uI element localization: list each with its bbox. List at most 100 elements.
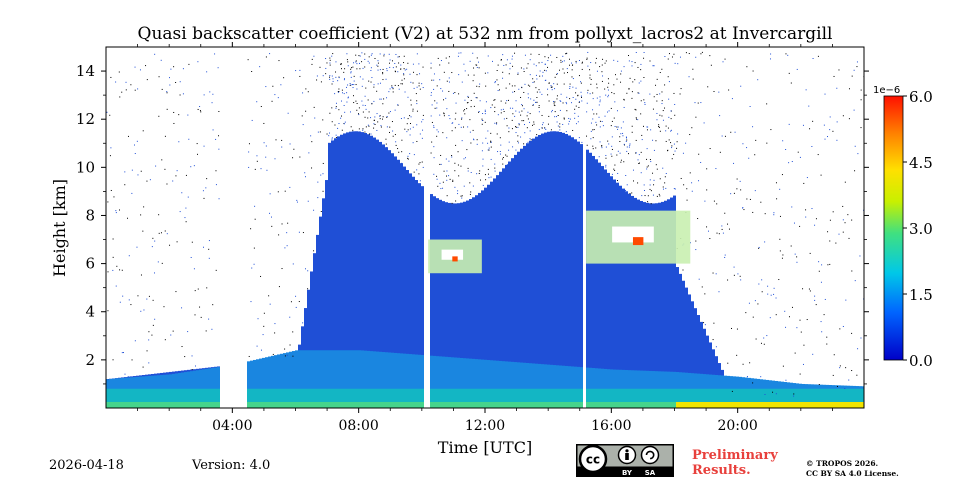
ground-return-column	[151, 401, 154, 408]
noise-speckle	[770, 53, 772, 55]
noise-speckle	[472, 80, 474, 82]
noise-speckle	[497, 64, 499, 66]
noise-speckle	[670, 129, 672, 131]
ground-return-column	[337, 401, 340, 408]
noise-speckle	[197, 108, 199, 110]
noise-speckle	[137, 88, 139, 90]
ground-return-column	[295, 401, 298, 408]
noise-speckle	[254, 168, 256, 170]
ground-return-column	[838, 401, 841, 408]
noise-speckle	[758, 246, 760, 248]
noise-speckle	[580, 82, 582, 84]
noise-speckle	[508, 127, 510, 129]
noise-speckle	[331, 137, 333, 139]
noise-speckle	[472, 138, 474, 140]
noise-speckle	[331, 55, 333, 57]
noise-speckle	[188, 63, 190, 65]
noise-speckle	[370, 67, 372, 69]
noise-speckle	[569, 98, 571, 100]
noise-speckle	[338, 123, 340, 125]
noise-speckle	[571, 64, 573, 66]
noise-speckle	[821, 264, 823, 266]
noise-speckle	[364, 66, 366, 68]
noise-speckle	[467, 95, 469, 97]
noise-speckle	[844, 222, 846, 224]
noise-speckle	[503, 64, 505, 66]
aerosol-layer-column	[334, 350, 337, 408]
noise-speckle	[541, 127, 543, 129]
noise-speckle	[769, 58, 771, 60]
noise-speckle	[388, 62, 390, 64]
noise-speckle	[704, 200, 706, 202]
noise-speckle	[562, 55, 564, 57]
noise-speckle	[482, 112, 484, 114]
cloud-peak	[632, 237, 644, 246]
surface-layer-column	[490, 388, 493, 408]
noise-speckle	[112, 359, 114, 361]
noise-speckle	[860, 89, 862, 91]
noise-speckle	[196, 143, 198, 145]
noise-speckle	[637, 159, 639, 161]
ground-return-column	[325, 401, 328, 408]
aerosol-layer-column	[373, 351, 376, 408]
noise-speckle	[421, 121, 423, 123]
signal-column	[691, 301, 694, 408]
y-tick-label: 6	[85, 255, 95, 273]
noise-speckle	[566, 103, 568, 105]
noise-speckle	[274, 158, 276, 160]
noise-speckle	[449, 118, 451, 120]
noise-speckle	[860, 99, 862, 101]
ground-return-column	[415, 401, 418, 408]
noise-speckle	[404, 69, 406, 71]
ground-return-column	[208, 401, 211, 408]
noise-speckle	[211, 102, 213, 104]
noise-speckle	[257, 318, 259, 320]
noise-speckle	[140, 310, 142, 312]
noise-speckle	[361, 52, 363, 54]
noise-speckle	[436, 175, 438, 177]
noise-speckle	[374, 57, 376, 59]
noise-speckle	[463, 110, 465, 112]
noise-speckle	[496, 122, 498, 124]
noise-speckle	[643, 99, 645, 101]
noise-speckle	[502, 77, 504, 79]
noise-speckle	[251, 267, 253, 269]
noise-speckle	[302, 232, 304, 234]
noise-speckle	[422, 87, 424, 89]
noise-speckle	[329, 76, 331, 78]
signal-column	[493, 178, 496, 408]
noise-speckle	[395, 141, 397, 143]
surface-layer-column	[499, 388, 502, 408]
noise-speckle	[416, 86, 418, 88]
ground-return-column	[718, 401, 721, 408]
noise-speckle	[395, 53, 397, 55]
noise-speckle	[487, 168, 489, 170]
noise-speckle	[461, 81, 463, 83]
noise-speckle	[302, 92, 304, 94]
noise-speckle	[166, 91, 168, 93]
noise-speckle	[392, 130, 394, 132]
aerosol-layer-column	[574, 366, 577, 408]
noise-speckle	[538, 111, 540, 113]
noise-speckle	[845, 367, 847, 369]
noise-speckle	[388, 91, 390, 93]
noise-speckle	[422, 166, 424, 168]
noise-speckle	[278, 234, 280, 236]
noise-speckle	[605, 166, 607, 168]
noise-speckle	[535, 101, 537, 103]
noise-speckle	[802, 124, 804, 126]
surface-layer-column	[787, 388, 790, 408]
noise-speckle	[412, 142, 414, 144]
noise-speckle	[599, 126, 601, 128]
aerosol-layer-column	[217, 367, 220, 408]
signal-column	[472, 197, 475, 408]
noise-speckle	[643, 189, 645, 191]
noise-speckle	[202, 190, 204, 192]
surface-layer-column	[694, 388, 697, 408]
noise-speckle	[190, 166, 192, 168]
surface-layer-column	[316, 388, 319, 408]
noise-speckle	[631, 131, 633, 133]
noise-speckle	[395, 71, 397, 73]
noise-speckle	[532, 81, 534, 83]
noise-speckle	[694, 102, 696, 104]
